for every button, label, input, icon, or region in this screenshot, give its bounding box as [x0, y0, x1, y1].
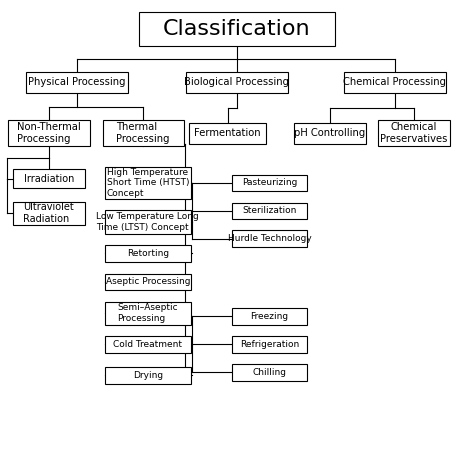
Text: High Temperature
Short Time (HTST)
Concept: High Temperature Short Time (HTST) Conce… [107, 168, 189, 198]
Text: Cold Treatment: Cold Treatment [113, 340, 182, 349]
FancyBboxPatch shape [105, 210, 191, 234]
FancyBboxPatch shape [232, 174, 307, 192]
Text: Non-Thermal
Processing: Non-Thermal Processing [17, 122, 81, 144]
Text: Pasteurizing: Pasteurizing [242, 178, 297, 188]
Text: Low Temperature Long
Time (LTST) Concept: Low Temperature Long Time (LTST) Concept [96, 212, 199, 232]
FancyBboxPatch shape [344, 72, 446, 93]
Text: Sterilization: Sterilization [242, 207, 297, 216]
Text: Freezing: Freezing [250, 312, 289, 321]
FancyBboxPatch shape [377, 120, 449, 146]
FancyBboxPatch shape [232, 231, 307, 247]
Text: Drying: Drying [133, 371, 163, 380]
FancyBboxPatch shape [232, 308, 307, 325]
FancyBboxPatch shape [105, 274, 191, 290]
FancyBboxPatch shape [232, 364, 307, 381]
FancyBboxPatch shape [102, 120, 184, 146]
Text: Retorting: Retorting [127, 249, 169, 258]
Text: pH Controlling: pH Controlling [294, 128, 365, 138]
FancyBboxPatch shape [105, 245, 191, 261]
FancyBboxPatch shape [105, 336, 191, 352]
Text: Ultraviolet
Radiation: Ultraviolet Radiation [24, 202, 74, 224]
Text: Thermal
Processing: Thermal Processing [117, 122, 170, 144]
FancyBboxPatch shape [105, 168, 191, 198]
FancyBboxPatch shape [294, 123, 366, 144]
Text: Aseptic Processing: Aseptic Processing [106, 278, 190, 286]
FancyBboxPatch shape [26, 72, 128, 93]
Text: Hurdle Technology: Hurdle Technology [228, 235, 311, 243]
Text: Chemical
Preservatives: Chemical Preservatives [380, 122, 447, 144]
Text: Irradiation: Irradiation [24, 173, 74, 183]
Text: Semi–Aseptic
Processing: Semi–Aseptic Processing [118, 304, 178, 323]
Text: Classification: Classification [163, 19, 311, 39]
FancyBboxPatch shape [105, 367, 191, 384]
Text: Refrigeration: Refrigeration [240, 340, 299, 349]
Text: Physical Processing: Physical Processing [28, 77, 126, 87]
FancyBboxPatch shape [139, 12, 335, 46]
Text: Fermentation: Fermentation [194, 128, 261, 138]
FancyBboxPatch shape [186, 72, 288, 93]
Text: Biological Processing: Biological Processing [184, 77, 290, 87]
FancyBboxPatch shape [190, 123, 266, 144]
FancyBboxPatch shape [13, 169, 85, 188]
Text: Chemical Processing: Chemical Processing [344, 77, 447, 87]
FancyBboxPatch shape [13, 202, 85, 225]
FancyBboxPatch shape [232, 202, 307, 219]
Text: Chilling: Chilling [253, 368, 286, 376]
FancyBboxPatch shape [232, 336, 307, 352]
FancyBboxPatch shape [8, 120, 90, 146]
FancyBboxPatch shape [105, 302, 191, 325]
